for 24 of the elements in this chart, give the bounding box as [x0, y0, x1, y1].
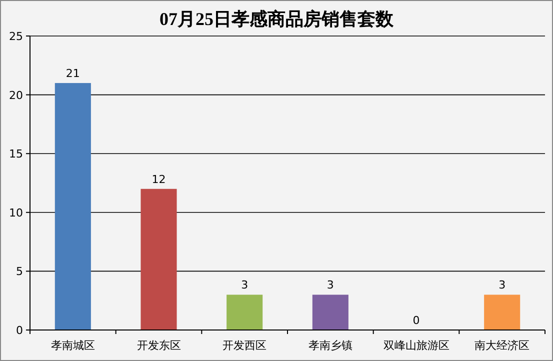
y-tick-label: 25	[9, 30, 23, 43]
y-tick-label: 5	[16, 265, 23, 278]
data-label: 3	[326, 278, 334, 292]
bar	[140, 188, 177, 330]
x-tick-label: 孝南城区	[50, 339, 95, 352]
bar	[312, 294, 348, 330]
y-tick-label: 10	[9, 206, 23, 220]
data-label: 12	[152, 172, 166, 186]
x-tick-label: 开发东区	[136, 339, 181, 352]
bar	[54, 83, 91, 330]
data-label: 0	[412, 314, 420, 327]
bar	[226, 294, 263, 330]
x-tick-label: 孝南乡镇	[308, 339, 352, 352]
bar	[484, 294, 520, 330]
y-tick-label: 0	[16, 324, 23, 337]
y-tick-label: 15	[9, 148, 23, 161]
x-tick-label: 开发西区	[222, 339, 267, 352]
data-label: 3	[498, 278, 506, 292]
chart-title: 07月25日孝感商品房销售套数	[160, 9, 394, 29]
data-label: 3	[241, 278, 248, 292]
data-label: 21	[66, 67, 80, 80]
x-tick-label: 双峰山旅游区	[383, 339, 450, 352]
y-tick-label: 20	[9, 88, 23, 102]
x-tick-label: 南大经济区	[474, 339, 530, 352]
